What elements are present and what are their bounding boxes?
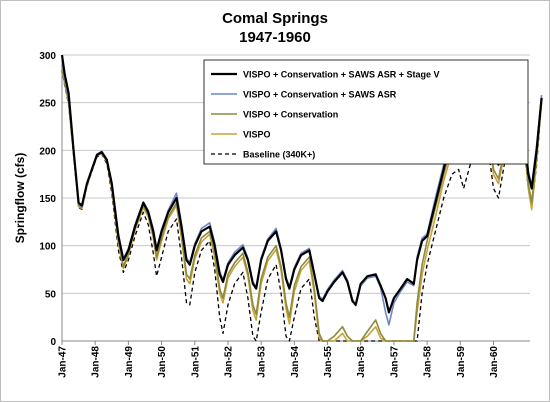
legend-box <box>203 59 529 165</box>
x-tick-label: Jan-56 <box>356 346 367 378</box>
x-tick-label: Jan-49 <box>124 346 135 378</box>
legend-label: VISPO <box>243 130 271 140</box>
y-tick-label: 250 <box>39 99 56 110</box>
x-tick-label: Jan-54 <box>290 346 301 378</box>
x-tick-label: Jan-60 <box>489 346 500 378</box>
chart-title: Comal Springs <box>222 10 328 27</box>
legend-label: VISPO + Conservation + SAWS ASR + Stage … <box>243 70 439 80</box>
y-tick-label: 200 <box>39 146 56 157</box>
x-tick-label: Jan-52 <box>223 346 234 378</box>
y-tick-labels: 0 50 100 150 200 250 300 <box>39 51 56 348</box>
y-tick-label: 300 <box>39 51 56 62</box>
legend-label: Baseline (340K+) <box>243 150 315 160</box>
legend-label: VISPO + Conservation + SAWS ASR <box>243 90 397 100</box>
legend-label: VISPO + Conservation <box>243 110 338 120</box>
x-tick-label: Jan-47 <box>58 346 69 378</box>
x-tick-label: Jan-58 <box>423 346 434 378</box>
y-tick-label: 0 <box>50 337 56 348</box>
x-tick-label: Jan-48 <box>91 346 102 378</box>
chart-subtitle: 1947-1960 <box>239 29 311 46</box>
x-tick-label: Jan-53 <box>257 346 268 378</box>
y-tick-label: 150 <box>39 194 56 205</box>
x-tick-label: Jan-57 <box>389 346 400 378</box>
x-tick-labels: Jan-47 Jan-48 Jan-49 Jan-50 Jan-51 Jan-52 Jan-… <box>58 346 500 378</box>
x-tick-label: Jan-51 <box>190 346 201 378</box>
axes <box>61 55 530 345</box>
y-tick-label: 100 <box>39 242 56 253</box>
y-axis-label: Springflow (cfs) <box>13 153 27 244</box>
x-tick-label: Jan-55 <box>323 346 334 378</box>
x-tick-label: Jan-50 <box>157 346 168 378</box>
legend: VISPO + Conservation + SAWS ASR + Stage … <box>203 59 529 165</box>
x-tick-label: Jan-59 <box>456 346 467 378</box>
series-line-4 <box>61 69 543 342</box>
y-tick-label: 50 <box>45 289 57 300</box>
